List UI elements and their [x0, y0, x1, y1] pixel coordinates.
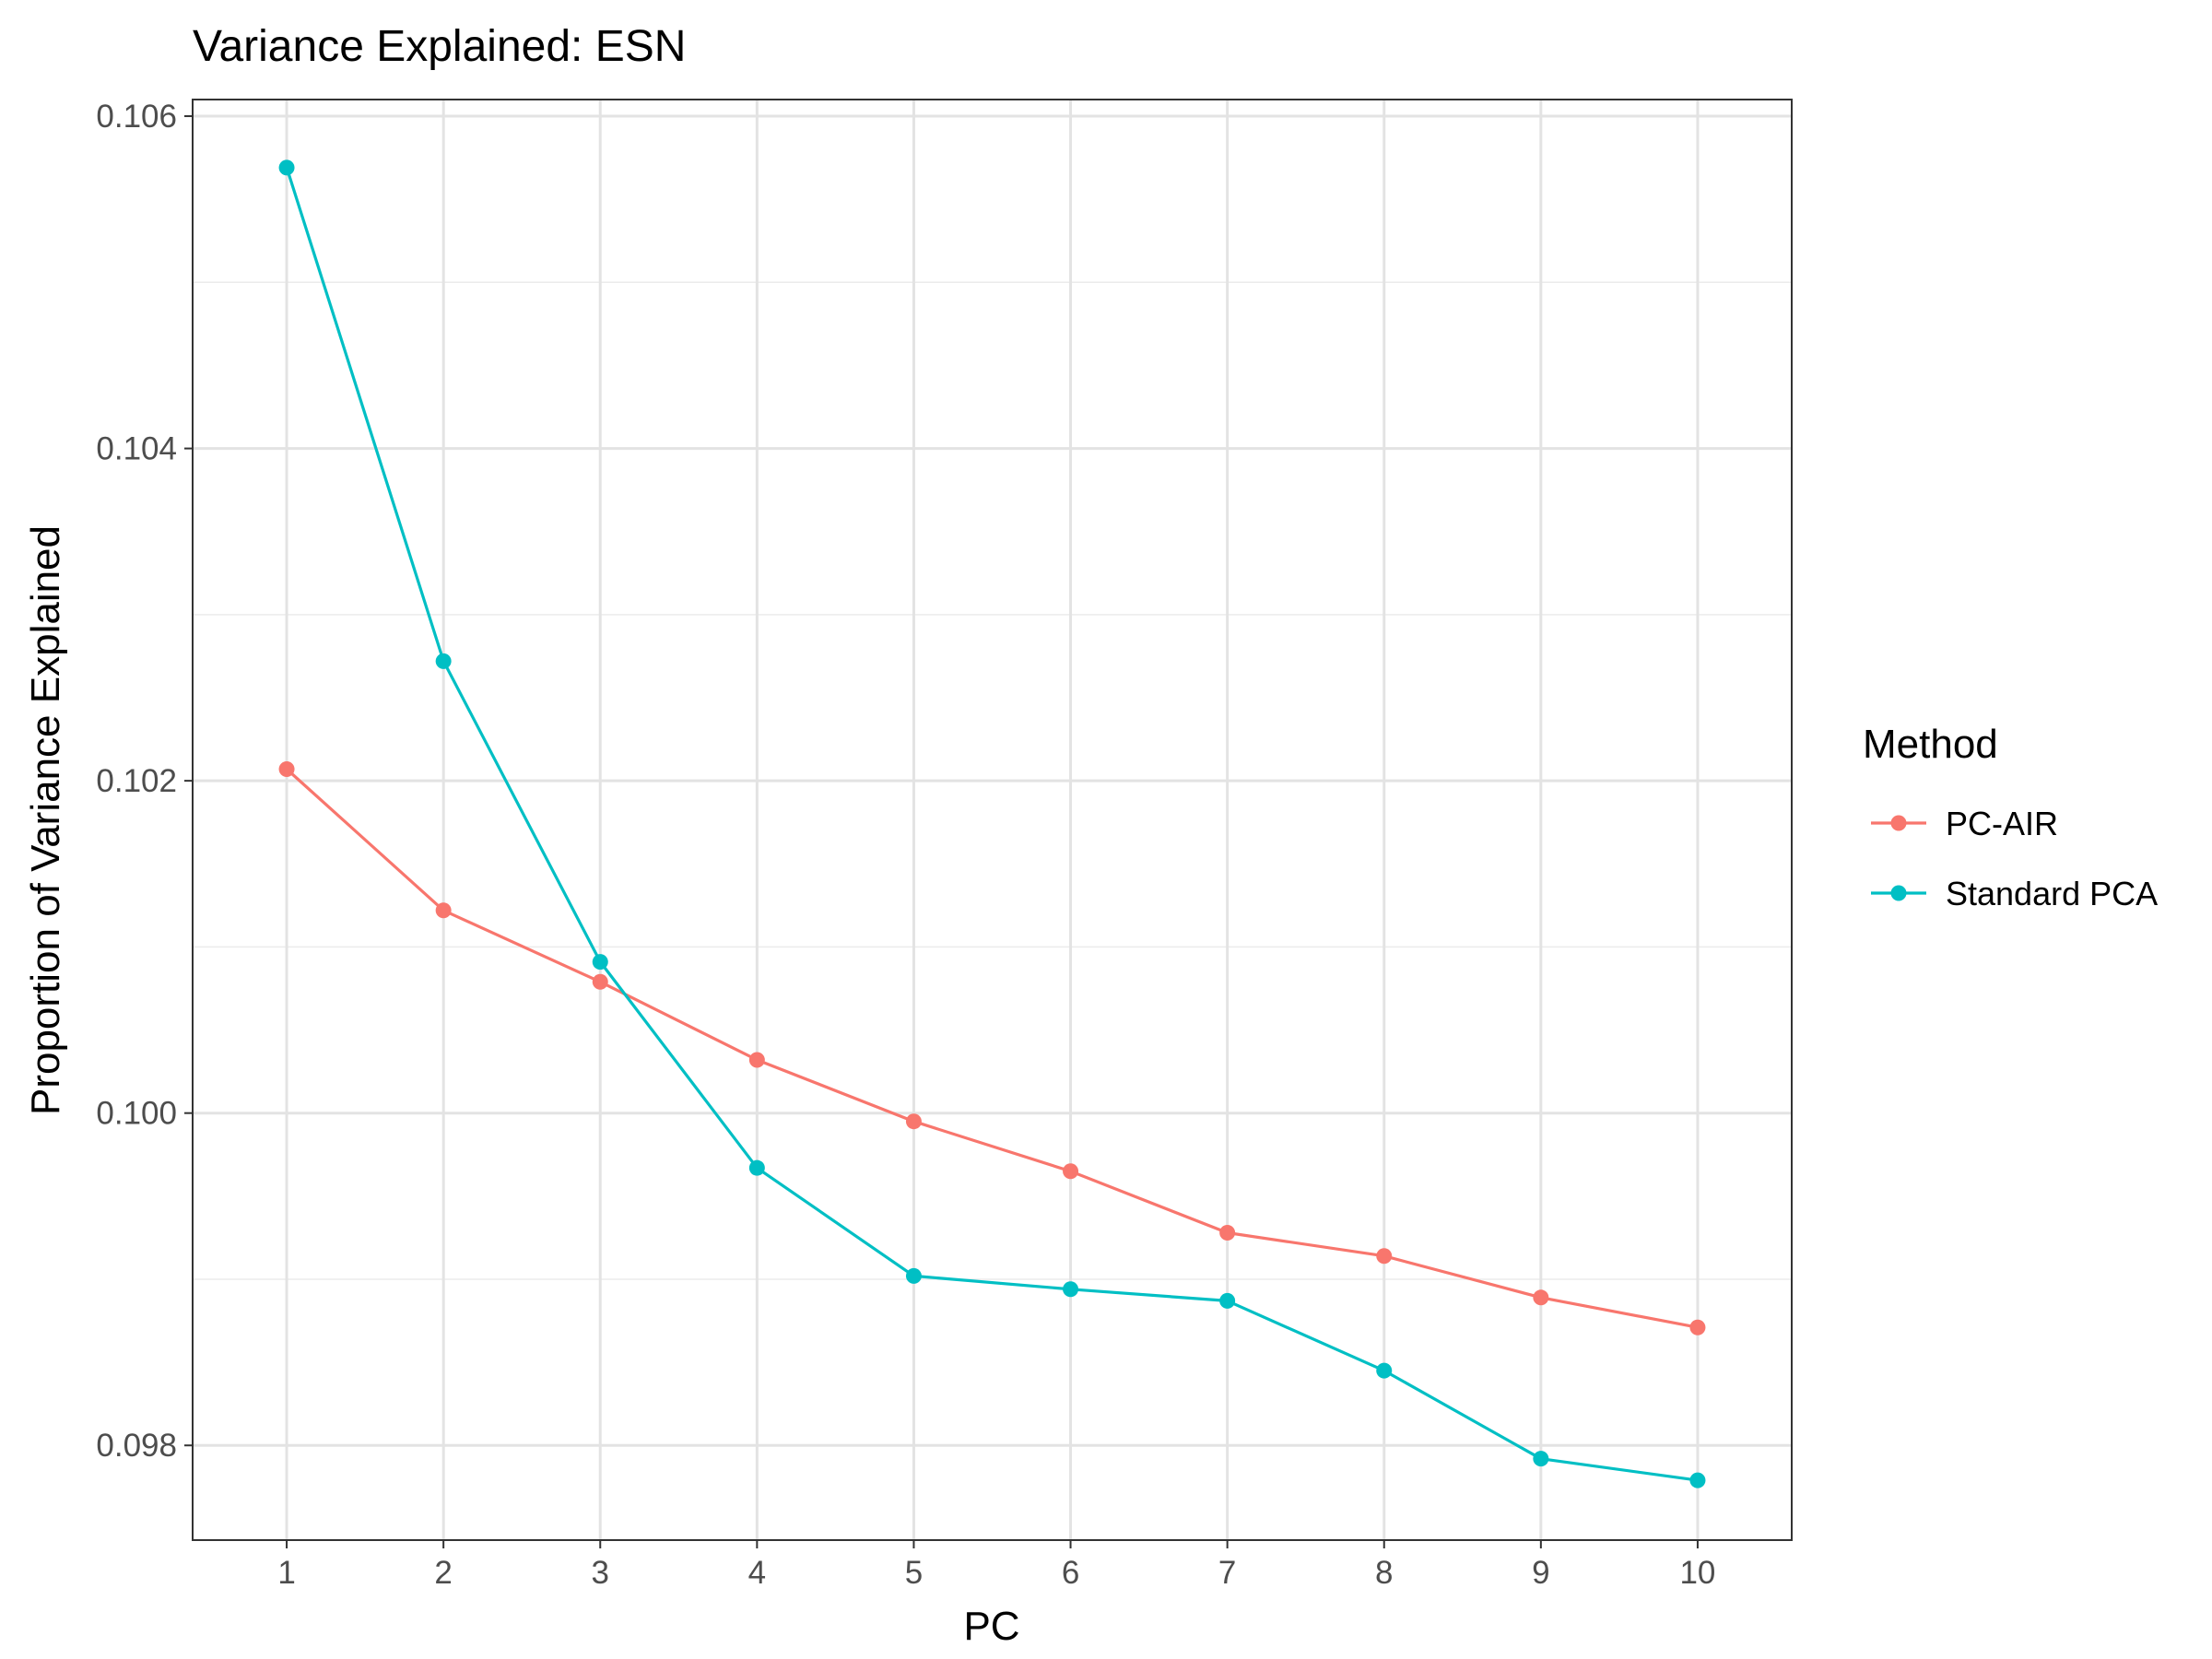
data-point [435, 902, 452, 919]
x-axis: 1 2 3 4 5 6 7 8 9 10 [277, 1540, 1715, 1591]
series-line [285, 166, 1700, 1482]
x-tick-label: 5 [905, 1555, 923, 1591]
y-tick-label: 0.098 [96, 1428, 177, 1464]
x-tick-label: 4 [748, 1555, 766, 1591]
x-tick-label: 3 [592, 1555, 609, 1591]
legend-key-point [1890, 815, 1907, 831]
major-gridlines [193, 100, 1792, 1540]
legend: Method PC-AIR Standard PCA [1863, 722, 2158, 912]
data-point [1533, 1451, 1549, 1467]
chart-title: Variance Explained: ESN [193, 22, 686, 71]
legend-items: PC-AIR Standard PCA [1871, 805, 2158, 912]
data-point [905, 1267, 922, 1284]
y-tick-label: 0.100 [96, 1096, 177, 1132]
data-point [1689, 1472, 1706, 1488]
data-point [1533, 1289, 1549, 1306]
x-tick-label: 2 [434, 1555, 452, 1591]
data-point [592, 973, 608, 990]
data-point [748, 1052, 765, 1068]
legend-label: Standard PCA [1946, 875, 2158, 912]
data-point [748, 1159, 765, 1176]
plot-panel [193, 100, 1792, 1540]
y-axis: 0.098 0.100 0.102 0.104 0.106 [96, 99, 193, 1464]
data-point [278, 159, 295, 176]
data-point [1219, 1292, 1236, 1309]
x-tick-label: 10 [1679, 1555, 1715, 1591]
data-point [435, 653, 452, 669]
legend-key-point [1890, 885, 1907, 901]
data-point [1063, 1281, 1079, 1298]
x-tick-label: 6 [1062, 1555, 1079, 1591]
legend-label: PC-AIR [1946, 805, 2058, 842]
data-point [278, 761, 295, 778]
plot-border [192, 99, 1793, 1541]
x-tick-label: 9 [1532, 1555, 1549, 1591]
y-axis-title: Proportion of Variance Explained [23, 525, 68, 1115]
plot-area [192, 99, 1793, 1541]
legend-title: Method [1863, 722, 1998, 767]
x-axis-title: PC [963, 1604, 1019, 1649]
series-line [285, 767, 1700, 1329]
data-point [1376, 1248, 1393, 1265]
series-layer [278, 159, 1706, 1488]
y-tick-label: 0.102 [96, 763, 177, 799]
data-point [1219, 1224, 1236, 1241]
y-tick-label: 0.106 [96, 99, 177, 135]
data-point [1063, 1163, 1079, 1180]
minor-gridlines [193, 281, 1792, 1280]
data-point [1689, 1319, 1706, 1335]
x-tick-label: 1 [277, 1555, 295, 1591]
data-point [592, 954, 608, 971]
data-point [1376, 1362, 1393, 1379]
x-tick-label: 8 [1375, 1555, 1393, 1591]
data-point [905, 1113, 922, 1130]
x-tick-label: 7 [1218, 1555, 1236, 1591]
y-tick-label: 0.104 [96, 431, 177, 467]
